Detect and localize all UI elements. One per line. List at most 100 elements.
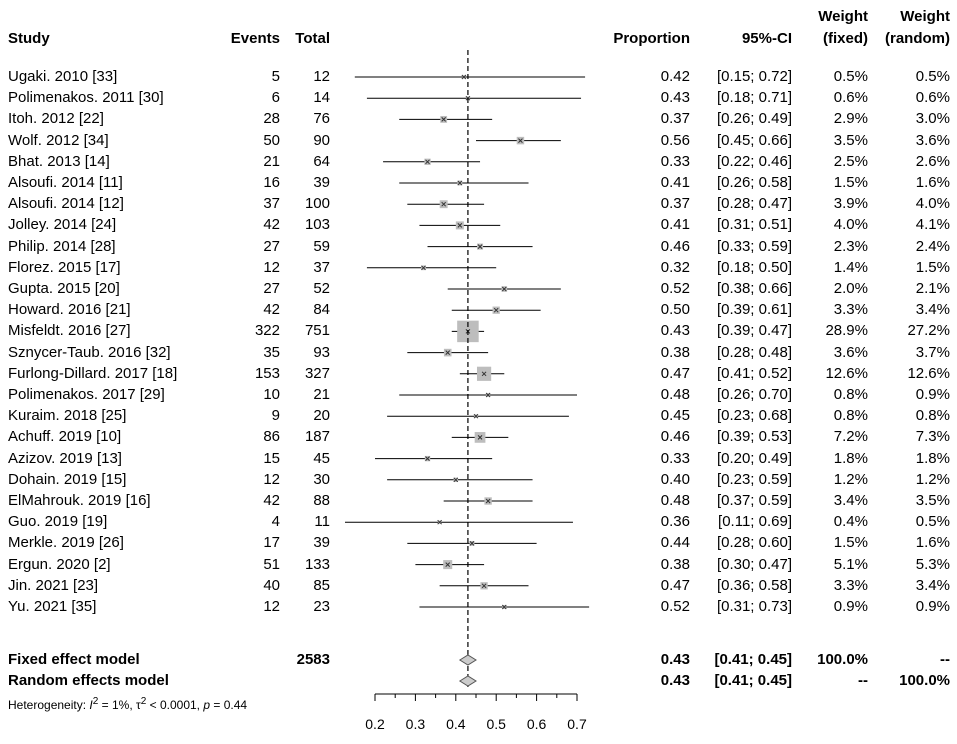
study-ci: [0.28; 0.60] [716, 534, 792, 552]
study-total: 76 [313, 110, 330, 128]
point-estimate [518, 138, 523, 143]
study-weight-fixed: 3.4% [833, 492, 868, 509]
study-weight-fixed: 0.5% [833, 68, 868, 85]
study-weight-random: 4.1% [915, 216, 950, 234]
study-events: 27 [263, 237, 280, 255]
study-proportion: 0.41 [660, 174, 690, 191]
point-estimate [485, 392, 491, 398]
study-weight-fixed: 2.0% [833, 280, 868, 297]
point-estimate [481, 583, 487, 589]
study-total: 20 [313, 407, 330, 425]
x-tick-label: 0.3 [406, 716, 426, 732]
study-events: 6 [271, 89, 280, 107]
study-proportion: 0.50 [660, 301, 690, 319]
study-ci: [0.23; 0.59] [716, 470, 792, 488]
study-events: 4 [271, 513, 280, 531]
study-total: 23 [313, 598, 330, 615]
study-weight-random: 7.3% [915, 428, 950, 446]
study-weight-random: 1.8% [915, 449, 950, 467]
point-estimate [473, 413, 479, 419]
study-ci: [0.31; 0.73] [716, 598, 792, 615]
point-estimate [485, 498, 491, 504]
study-proportion: 0.46 [660, 428, 690, 446]
study-weight-random: 0.8% [915, 407, 950, 425]
study-proportion: 0.42 [660, 68, 690, 85]
study-proportion: 0.41 [660, 216, 690, 234]
study-name: ElMahrouk. 2019 [16] [8, 492, 151, 509]
study-ci: [0.18; 0.50] [716, 258, 792, 276]
study-name: Alsoufi. 2014 [12] [8, 195, 124, 213]
study-ci: [0.26; 0.70] [716, 386, 792, 403]
study-total: 21 [313, 386, 330, 403]
study-name: Alsoufi. 2014 [11] [8, 174, 123, 191]
header-ci: 95%-CI [741, 30, 792, 47]
study-name: Jolley. 2014 [24] [8, 216, 117, 234]
heterogeneity-text: Heterogeneity: I2 = 1%, τ2 < 0.0001, p =… [8, 697, 248, 713]
het-p-value: = 0.44 [210, 698, 248, 712]
study-ci: [0.30; 0.47] [716, 555, 792, 573]
summary-proportion: 0.43 [660, 651, 690, 668]
study-total: 327 [304, 364, 330, 382]
study-proportion: 0.46 [660, 237, 690, 255]
study-weight-fixed: 5.1% [833, 555, 868, 573]
study-total: 39 [313, 174, 330, 191]
point-estimate [501, 604, 507, 610]
study-ci: [0.45; 0.66] [716, 131, 792, 149]
study-total: 90 [313, 131, 330, 149]
study-proportion: 0.43 [660, 89, 690, 107]
summary-total: 2583 [296, 651, 330, 668]
study-ci: [0.15; 0.72] [716, 68, 792, 85]
header-proportion: Proportion [613, 30, 690, 47]
study-total: 52 [313, 280, 330, 297]
study-total: 45 [313, 449, 330, 467]
point-estimate [441, 117, 447, 122]
study-name: Furlong-Dillard. 2017 [18] [8, 364, 178, 382]
study-name: Gupta. 2015 [20] [8, 280, 120, 297]
x-tick-label: 0.4 [446, 716, 466, 732]
study-proportion: 0.48 [660, 492, 690, 509]
header-events: Events [230, 30, 280, 47]
header-weight-random-top: Weight [900, 8, 950, 25]
study-proportion: 0.33 [660, 449, 690, 467]
study-ci: [0.36; 0.58] [716, 576, 792, 594]
study-weight-random: 1.6% [915, 534, 950, 552]
study-events: 5 [271, 68, 280, 85]
study-weight-random: 3.4% [915, 576, 950, 594]
study-ci: [0.11; 0.69] [718, 513, 792, 531]
header-study: Study [8, 30, 50, 47]
summary-weight-random: 100.0% [899, 672, 950, 689]
study-name: Ugaki. 2010 [33] [8, 68, 118, 85]
summary-weight-fixed: -- [858, 672, 868, 689]
study-proportion: 0.56 [660, 131, 690, 149]
study-ci: [0.37; 0.59] [716, 492, 792, 509]
study-weight-fixed: 7.2% [833, 428, 868, 446]
study-name: Howard. 2016 [21] [8, 301, 131, 319]
point-estimate [501, 286, 507, 292]
study-weight-fixed: 2.5% [833, 152, 868, 170]
summary-ci: [0.41; 0.45] [714, 672, 792, 689]
study-ci: [0.31; 0.51] [716, 216, 792, 234]
point-estimate [445, 350, 451, 355]
point-estimate [425, 159, 430, 165]
study-weight-random: 1.2% [915, 470, 950, 488]
point-estimate [469, 541, 475, 546]
study-events: 42 [263, 301, 280, 319]
study-events: 42 [263, 216, 280, 234]
point-estimate [441, 201, 447, 207]
study-weight-fixed: 1.5% [833, 534, 868, 552]
summary-name: Fixed effect model [8, 651, 140, 668]
study-weight-fixed: 0.8% [833, 407, 868, 425]
study-weight-fixed: 2.3% [833, 237, 868, 255]
study-ci: [0.28; 0.47] [716, 195, 792, 213]
study-events: 16 [263, 174, 280, 191]
study-events: 322 [254, 322, 280, 340]
summary-weight-random: -- [940, 651, 950, 668]
study-weight-fixed: 3.3% [833, 576, 868, 594]
study-proportion: 0.38 [660, 555, 690, 573]
study-proportion: 0.47 [660, 364, 690, 382]
study-total: 64 [313, 152, 330, 170]
study-total: 84 [313, 301, 330, 319]
study-events: 40 [263, 576, 280, 594]
study-ci: [0.41; 0.52] [716, 364, 792, 382]
